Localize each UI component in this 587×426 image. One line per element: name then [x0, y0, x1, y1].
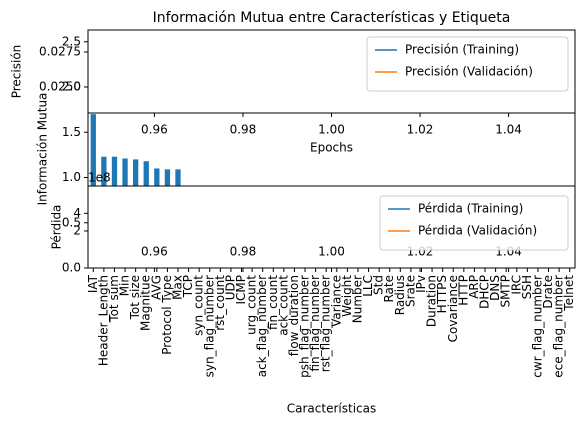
x-tick-label: 1.00: [318, 123, 345, 137]
x-tick-label: SMTP: [499, 275, 513, 308]
y-tick-label: 0.0250: [39, 79, 81, 93]
x-tick-label: fin_count: [266, 275, 280, 330]
legend-box: [379, 195, 569, 251]
legend-label: Pérdida (Validación): [418, 224, 537, 238]
axes-frame: [87, 29, 576, 114]
x-tick-label: Variance: [329, 275, 343, 327]
x-tick-label: 1.04: [495, 123, 522, 137]
x-tick-label: Duration: [425, 275, 439, 327]
axes-frame: [87, 185, 576, 269]
x-tick-label: syn_count: [192, 275, 206, 336]
x-tick-label: Covariance: [446, 275, 460, 342]
x-tick-label: psh_flag_number: [298, 275, 312, 378]
x-tick-label: ARP: [467, 275, 481, 299]
x-tick-label: Number: [350, 275, 364, 323]
x-tick-label: Radius: [393, 275, 407, 315]
x-tick-label: Tot sum: [107, 275, 121, 323]
x-tick-label: HTTPS: [435, 275, 449, 313]
y-tick-label: 4: [73, 206, 81, 220]
x-tick-label: ack_count: [276, 275, 290, 336]
x-tick-label: Magnitue: [139, 275, 153, 331]
x-tick-label: IPv: [414, 275, 428, 293]
x-tick-label: HTTP: [456, 275, 470, 306]
y-tick-label: 0.0275: [39, 44, 81, 58]
x-axis-label: Características: [287, 402, 376, 416]
y-tick-label: 2.0: [62, 80, 81, 94]
x-tick-label: 1.00: [318, 245, 345, 259]
x-tick-label: Weight: [340, 275, 354, 317]
x-tick-label: flow_duration: [287, 275, 301, 356]
y-axis-label: Información Mutua: [36, 93, 50, 206]
y-tick-label: 2: [73, 223, 81, 237]
chart-title: Información Mutua entre Características …: [153, 10, 511, 26]
x-tick-label: 0.98: [230, 245, 257, 259]
y-tick-label: 0.5: [62, 215, 81, 229]
x-tick-label: rst_count: [213, 275, 227, 331]
x-tick-label: TCP: [181, 275, 195, 298]
x-axis-label: Epochs: [310, 141, 353, 155]
y-tick-label: 2.5: [62, 34, 81, 48]
x-tick-label: syn_flag_number: [202, 275, 216, 377]
x-tick-label: ICMP: [234, 275, 248, 305]
y-tick-label: 0.0: [62, 261, 81, 275]
legend-label: Pérdida (Training): [418, 202, 523, 216]
y-axis-label: Precisión: [10, 45, 24, 99]
x-tick-label: AVG: [149, 275, 163, 300]
x-tick-label: Std: [372, 275, 386, 295]
x-tick-label: Protocol Type: [160, 275, 174, 355]
x-tick-label: ece_flag_number: [552, 275, 566, 378]
offset-text: 1e8: [88, 171, 111, 185]
x-tick-label: IAT: [86, 274, 100, 293]
y-axis-label: Pérdida: [50, 205, 64, 250]
legend-label: Precisión (Training): [405, 43, 519, 57]
legend-label: Precisión (Validación): [405, 65, 533, 79]
x-tick-label: 1.02: [407, 123, 434, 137]
y-tick-label: 1.0: [62, 170, 81, 184]
x-tick-label: rst_flag_number: [319, 275, 333, 372]
x-tick-label: Tot size: [128, 275, 142, 320]
x-tick-label: SSH: [520, 275, 534, 299]
x-tick-label: urg_count: [245, 275, 259, 335]
x-tick-label: 0.96: [141, 123, 168, 137]
x-tick-label: 0.96: [141, 245, 168, 259]
x-tick-label: Min: [118, 275, 132, 296]
x-tick-label: Drate: [541, 275, 555, 309]
x-tick-label: ack_flag_number: [255, 275, 269, 377]
x-tick-label: IRC: [509, 275, 523, 295]
x-tick-label: DNS: [488, 275, 502, 301]
x-tick-label: Max: [170, 275, 184, 300]
x-tick-label: cwr_flag_number: [530, 275, 544, 378]
x-tick-label: UDP: [223, 275, 237, 300]
x-tick-label: 0.98: [230, 123, 257, 137]
x-tick-label: Telnet: [562, 275, 576, 312]
x-tick-label: Header_Length: [96, 275, 110, 366]
x-tick-label: LLC: [361, 275, 375, 297]
x-tick-label: fin_flag_number: [308, 275, 322, 372]
y-tick-label: 1.5: [62, 125, 81, 139]
x-tick-label: Srate: [403, 275, 417, 307]
legend-box: [366, 36, 569, 92]
x-tick-label: DHCP: [478, 275, 492, 309]
x-tick-label: Rate: [382, 275, 396, 303]
